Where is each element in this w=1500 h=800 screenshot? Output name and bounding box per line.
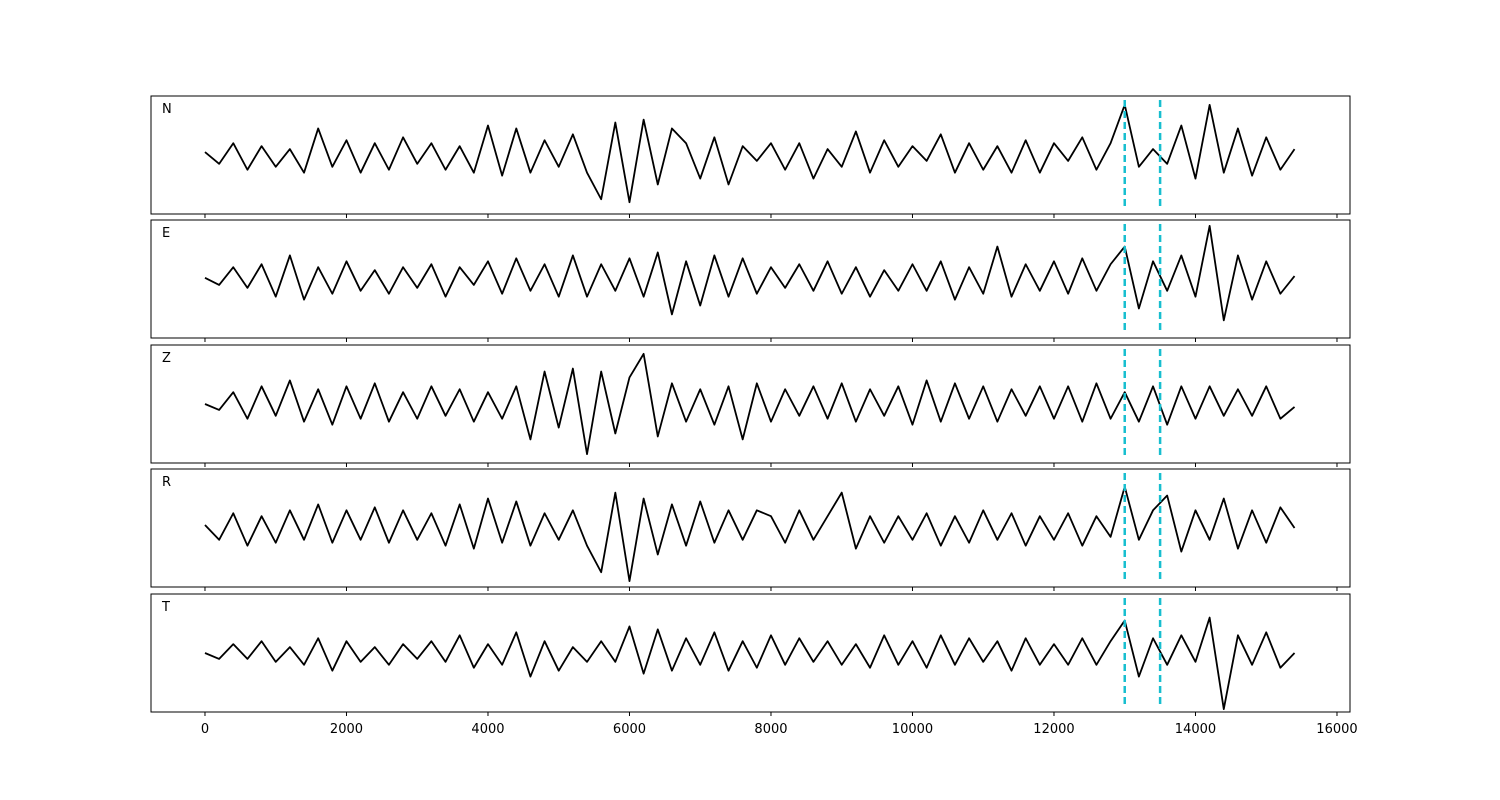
- x-tick-label: 14000: [1175, 722, 1216, 737]
- x-tick-label: 8000: [754, 722, 787, 737]
- trace: [204, 103, 1296, 204]
- x-tick-label: 2000: [330, 722, 363, 737]
- panel-label: T: [161, 600, 170, 615]
- panel-label: Z: [162, 351, 171, 366]
- panel-label: E: [162, 226, 170, 241]
- panel-label: N: [162, 102, 172, 117]
- x-tick-label: 4000: [471, 722, 504, 737]
- x-tick-label: 16000: [1316, 722, 1357, 737]
- trace: [204, 352, 1296, 456]
- trace: [204, 485, 1296, 582]
- x-tick-label: 6000: [613, 722, 646, 737]
- panel-label: R: [162, 475, 171, 490]
- panel-frame: [150, 344, 1351, 464]
- x-tick-label: 0: [201, 722, 209, 737]
- panel-frame: [150, 593, 1351, 713]
- trace: [204, 225, 1296, 322]
- panel-frame: [150, 95, 1351, 215]
- panel-frame: [150, 219, 1351, 339]
- x-tick-label: 12000: [1033, 722, 1074, 737]
- x-tick-label: 10000: [892, 722, 933, 737]
- panel-frame: [150, 468, 1351, 588]
- trace: [204, 616, 1296, 710]
